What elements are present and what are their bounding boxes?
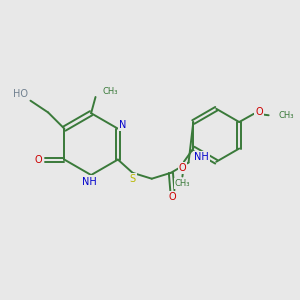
Text: CH₃: CH₃ — [103, 87, 118, 96]
Text: O: O — [35, 154, 43, 165]
Text: O: O — [255, 107, 263, 117]
Text: O: O — [169, 192, 176, 202]
Text: NH: NH — [194, 152, 208, 162]
Text: NH: NH — [82, 176, 97, 187]
Text: HO: HO — [13, 89, 28, 99]
Text: CH₃: CH₃ — [278, 111, 294, 120]
Text: O: O — [178, 163, 186, 173]
Text: N: N — [119, 120, 127, 130]
Text: CH₃: CH₃ — [175, 179, 190, 188]
Text: S: S — [130, 174, 136, 184]
